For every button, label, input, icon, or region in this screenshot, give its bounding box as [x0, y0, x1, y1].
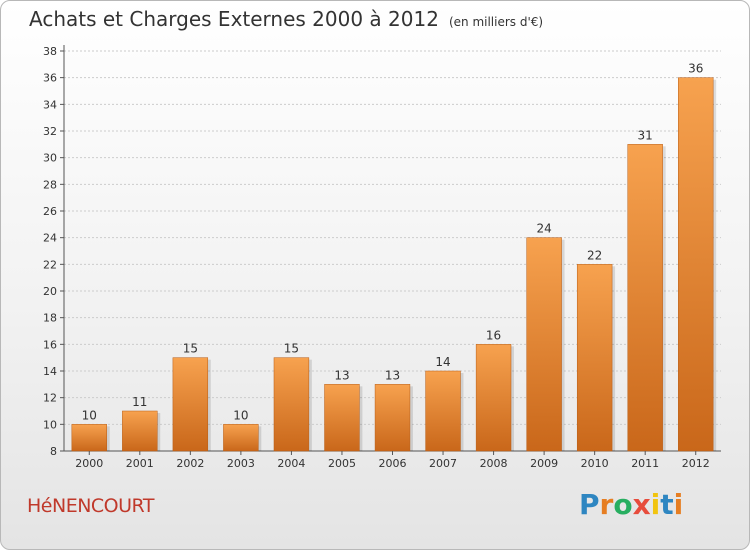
bar — [374, 384, 411, 452]
data-label: 14 — [435, 355, 450, 369]
x-tick-label: 2005 — [328, 457, 356, 470]
y-tick-label: 34 — [43, 98, 57, 111]
x-tick-label: 2007 — [429, 457, 457, 470]
y-tick-label: 38 — [43, 45, 57, 58]
chart-title-text: Achats et Charges Externes 2000 à 2012 — [29, 7, 439, 31]
data-label: 13 — [334, 368, 349, 382]
y-tick-label: 14 — [43, 365, 57, 378]
logo-letter: i — [673, 488, 684, 521]
data-label: 31 — [638, 128, 653, 142]
bar — [172, 357, 209, 452]
chart-subtitle: (en milliers d'€) — [448, 15, 544, 29]
x-tick-label: 2004 — [277, 457, 305, 470]
data-label: 10 — [82, 408, 97, 422]
y-tick-label: 28 — [43, 178, 57, 191]
bar — [324, 384, 360, 452]
data-label: 36 — [688, 62, 703, 76]
x-tick-label: 2009 — [530, 457, 558, 470]
bar — [122, 410, 158, 452]
y-tick-label: 20 — [43, 285, 57, 298]
data-label: 13 — [385, 368, 400, 382]
data-label: 24 — [536, 222, 551, 236]
logo-letter: i — [650, 488, 661, 521]
logo-letter: t — [660, 488, 674, 521]
chart-title: Achats et Charges Externes 2000 à 2012 (e… — [29, 7, 543, 31]
y-tick-label: 26 — [43, 205, 57, 218]
bar — [71, 424, 107, 452]
data-label: 16 — [486, 328, 501, 342]
x-tick-label: 2012 — [682, 457, 710, 470]
y-tick-label: 24 — [43, 232, 57, 245]
y-tick-label: 12 — [43, 392, 57, 405]
logo-letter: r — [599, 488, 614, 521]
y-tick-label: 18 — [43, 312, 57, 325]
data-label: 10 — [233, 408, 248, 422]
x-tick-label: 2003 — [227, 457, 255, 470]
x-tick-label: 2011 — [631, 457, 659, 470]
x-tick-label: 2000 — [75, 457, 103, 470]
commune-name: HéNENCOURT — [27, 495, 154, 517]
x-tick-label: 2010 — [581, 457, 609, 470]
y-tick-label: 16 — [43, 338, 57, 351]
bar — [678, 77, 714, 452]
y-tick-label: 8 — [50, 445, 57, 458]
data-label: 11 — [132, 395, 147, 409]
bar — [627, 144, 663, 452]
data-label: 22 — [587, 248, 602, 262]
logo-letter: o — [613, 488, 633, 521]
x-tick-label: 2008 — [480, 457, 508, 470]
data-label: 15 — [183, 342, 198, 356]
y-tick-label: 32 — [43, 125, 57, 138]
logo-letter: x — [632, 488, 651, 521]
x-tick-label: 2006 — [379, 457, 407, 470]
y-tick-label: 36 — [43, 72, 57, 85]
x-tick-label: 2002 — [176, 457, 204, 470]
y-tick-label: 22 — [43, 258, 57, 271]
bar — [223, 424, 259, 452]
bar — [475, 344, 512, 452]
bar — [526, 237, 562, 452]
bar — [425, 370, 461, 452]
data-label: 15 — [284, 342, 299, 356]
bar — [273, 357, 310, 452]
logo-letter: P — [579, 488, 600, 521]
x-tick-label: 2001 — [126, 457, 154, 470]
y-tick-label: 30 — [43, 152, 57, 165]
proxiti-logo: Proxiti — [579, 488, 683, 521]
bar — [576, 264, 613, 452]
y-tick-label: 10 — [43, 418, 57, 431]
